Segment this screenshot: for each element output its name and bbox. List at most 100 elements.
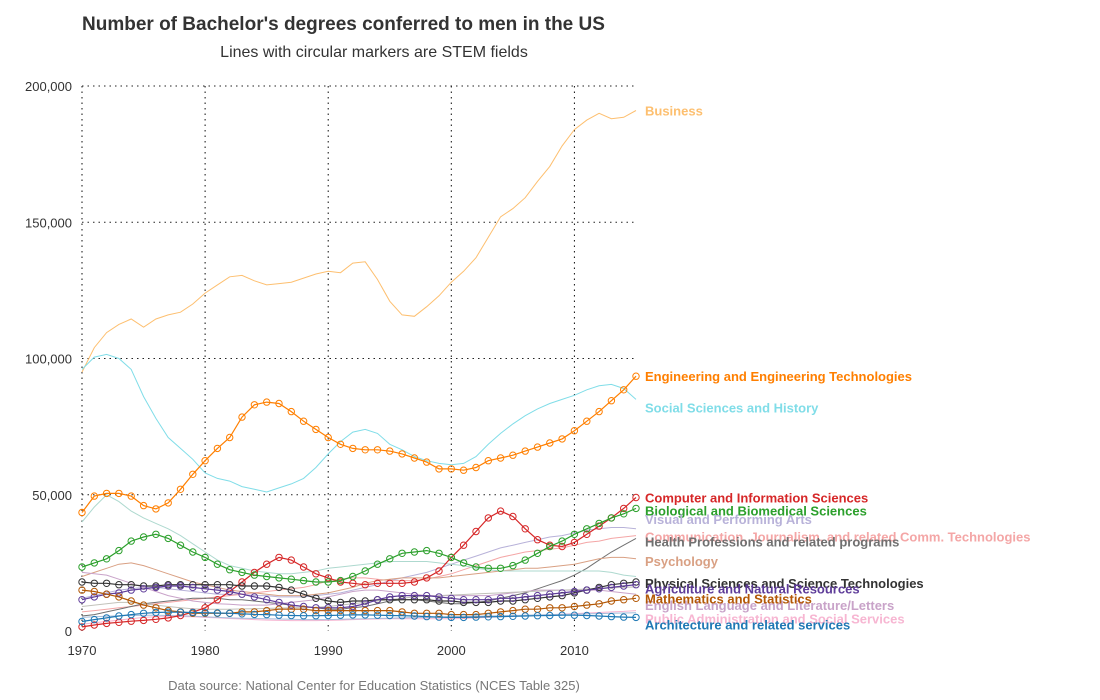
data-point (324, 574, 332, 582)
data-point (632, 372, 640, 380)
data-point (312, 606, 320, 615)
data-point (90, 559, 99, 567)
data-point (521, 593, 529, 601)
data-point (447, 465, 455, 473)
data-point (250, 401, 259, 409)
data-point (127, 537, 135, 545)
data-point (595, 600, 603, 608)
data-point (201, 553, 209, 562)
data-point (521, 447, 529, 455)
data-point (287, 556, 295, 564)
data-point (78, 617, 86, 626)
series-label-visual-and-performing-arts: Visual and Performing Arts (645, 512, 812, 527)
series-health-professions-and-related-programs (81, 537, 637, 617)
data-point (238, 590, 246, 598)
data-point (410, 578, 419, 586)
series-line (81, 494, 637, 577)
data-point (164, 534, 172, 543)
data-point (299, 563, 308, 571)
data-point (386, 555, 394, 563)
data-point (287, 407, 295, 416)
data-point (299, 576, 308, 585)
data-point (201, 604, 209, 612)
data-point (632, 613, 640, 622)
data-point (558, 435, 566, 443)
data-point (226, 433, 234, 442)
data-point (472, 527, 480, 536)
chart-subtitle: Lines with circular markers are STEM fie… (220, 44, 528, 61)
data-point (115, 489, 123, 498)
data-point (583, 611, 591, 620)
data-point (398, 612, 406, 620)
data-point (472, 613, 480, 621)
data-point (583, 601, 591, 609)
series-label-health-professions-and-related-programs: Health Professions and related programs (645, 534, 899, 549)
data-point (115, 593, 123, 601)
series-line (81, 507, 637, 583)
series-business (81, 110, 637, 373)
data-point (521, 612, 529, 620)
data-point (201, 581, 209, 589)
data-point (398, 549, 406, 557)
data-point (102, 590, 111, 598)
data-point (398, 450, 406, 458)
data-point (373, 579, 382, 587)
series-agriculture-and-natural-resources (78, 581, 640, 612)
data-point (176, 608, 185, 616)
data-point (533, 443, 542, 451)
data-point (238, 582, 246, 590)
data-point (312, 570, 320, 578)
data-point (287, 586, 295, 594)
series-computer-and-information-sciences (78, 493, 640, 631)
data-point (620, 582, 628, 590)
data-point (349, 572, 357, 581)
data-point (213, 560, 222, 568)
data-point (447, 594, 455, 602)
data-point (435, 549, 443, 557)
data-point (570, 602, 579, 611)
data-point (509, 612, 517, 620)
data-point (287, 611, 295, 620)
data-point (349, 611, 357, 619)
y-tick-label: 0 (65, 624, 72, 639)
data-point (238, 413, 246, 421)
data-point (373, 446, 382, 454)
data-point (583, 586, 591, 594)
data-point (115, 589, 123, 597)
data-point (152, 604, 160, 612)
series-other-fields (81, 586, 637, 610)
series-english-language-and-literature-letters (81, 571, 637, 606)
data-point (472, 563, 480, 571)
data-point (509, 561, 517, 570)
data-point (484, 564, 492, 572)
data-point (496, 594, 505, 602)
data-point (139, 601, 148, 609)
data-point (336, 598, 345, 607)
data-point (435, 593, 443, 601)
data-point (583, 417, 591, 425)
data-point (127, 492, 135, 500)
data-point (496, 507, 505, 515)
data-point (423, 596, 431, 604)
data-point (484, 457, 492, 465)
data-point (595, 407, 603, 416)
data-point (299, 612, 308, 620)
data-point (176, 485, 185, 493)
data-point (386, 611, 394, 620)
x-tick-label: 1980 (191, 643, 220, 658)
data-point (361, 581, 369, 589)
data-point (459, 541, 468, 549)
data-source-note: Data source: National Center for Educati… (168, 678, 580, 693)
data-point (336, 440, 345, 448)
data-point (263, 582, 271, 590)
data-point (213, 444, 222, 453)
x-tick-label: 2000 (437, 643, 466, 658)
data-point (459, 613, 468, 622)
data-point (620, 510, 628, 518)
data-point (299, 417, 308, 425)
data-point (410, 548, 419, 556)
data-point (607, 514, 616, 522)
data-point (263, 572, 271, 581)
data-point (620, 613, 628, 621)
data-point (570, 587, 579, 596)
